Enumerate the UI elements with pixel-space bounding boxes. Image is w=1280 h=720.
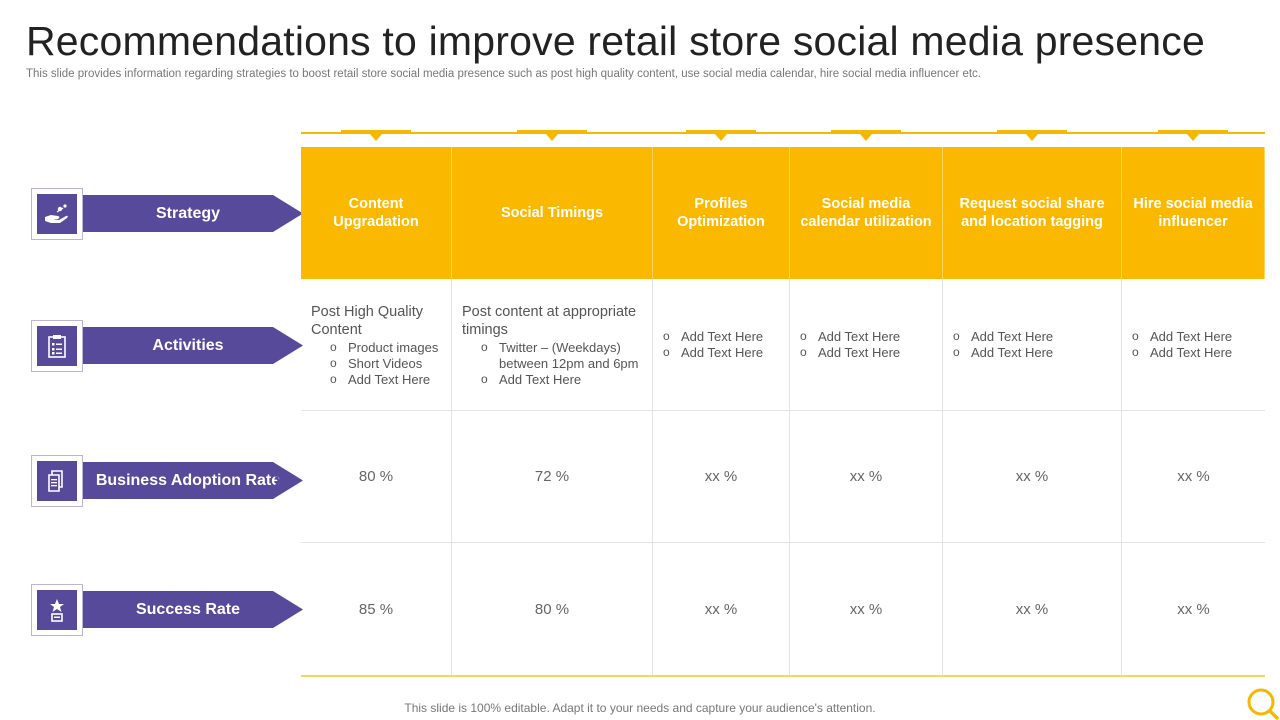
adoption-rate-cell: xx % [653, 411, 790, 543]
list-item: Add Text Here [800, 344, 900, 361]
adoption-rate-cell: xx % [943, 411, 1122, 543]
adoption-rate-cell: 72 % [452, 411, 653, 543]
chevron-right-icon: › [274, 596, 282, 621]
success-rate-cell: 85 % [301, 543, 452, 675]
row-label-text: Strategy [83, 195, 303, 232]
footer-note: This slide is 100% editable. Adapt it to… [404, 701, 876, 715]
trophy-star-icon [37, 590, 77, 630]
row-label-strategy: Strategy › [31, 188, 303, 240]
adoption-rate-cell: xx % [1122, 411, 1265, 543]
top-divider [301, 132, 1265, 134]
column-tab [997, 130, 1067, 141]
document-icon [37, 461, 77, 501]
magnifier-icon [1247, 688, 1279, 720]
row-label-business-adoption-rate: Business Adoption Rate › [31, 455, 303, 507]
activity-list: Add Text Here Add Text Here [953, 328, 1053, 361]
adoption-rate-cell: 80 % [301, 411, 452, 543]
success-rate-cell: xx % [653, 543, 790, 675]
row-label-text: Success Rate [83, 591, 303, 628]
activity-lead: Post High Quality Content [311, 304, 424, 338]
adoption-rate-cell: xx % [790, 411, 943, 543]
column-tab [517, 130, 587, 141]
activity-lead: Post content at appropriate timings [462, 304, 637, 338]
list-item: Add Text Here [953, 344, 1053, 361]
activities-cell: Add Text Here Add Text Here [790, 279, 943, 411]
strategy-cell: Hire social media influencer [1122, 147, 1265, 279]
activities-cell: Post High Quality Content Product images… [301, 279, 452, 411]
list-item: Add Text Here [663, 344, 763, 361]
row-label-activities: Activities › [31, 320, 303, 372]
list-item: Twitter – (Weekdays) between 12pm and 6p… [481, 339, 642, 372]
strategy-cell: Profiles Optimization [653, 147, 790, 279]
activity-list: Twitter – (Weekdays) between 12pm and 6p… [481, 339, 642, 388]
list-item: Add Text Here [663, 328, 763, 345]
success-rate-cell: 80 % [452, 543, 653, 675]
list-item: Add Text Here [330, 371, 441, 388]
activities-cell: Add Text Here Add Text Here [1122, 279, 1265, 411]
column-tab [1158, 130, 1228, 141]
chevron-right-icon: › [274, 200, 282, 225]
chevron-right-icon: › [274, 467, 282, 492]
activities-cell: Post content at appropriate timings Twit… [452, 279, 653, 411]
row-label-text: Business Adoption Rate [83, 462, 303, 499]
list-item: Add Text Here [1132, 344, 1232, 361]
success-rate-cell: xx % [943, 543, 1122, 675]
success-rate-cell: xx % [790, 543, 943, 675]
list-item: Product images [330, 339, 441, 356]
column-tab [831, 130, 901, 141]
activity-list: Add Text Here Add Text Here [663, 328, 763, 361]
page-subtitle: This slide provides information regardin… [26, 68, 982, 80]
strategy-cell: Social Timings [452, 147, 653, 279]
row-label-text: Activities [83, 327, 303, 364]
list-item: Add Text Here [481, 371, 642, 388]
activities-cell: Add Text Here Add Text Here [653, 279, 790, 411]
activity-list: Add Text Here Add Text Here [1132, 328, 1232, 361]
strategy-cell: Social media calendar utilization [790, 147, 943, 279]
page-title: Recommendations to improve retail store … [26, 18, 1205, 64]
list-item: Add Text Here [800, 328, 900, 345]
recommendations-table: Content Upgradation Social Timings Profi… [301, 147, 1265, 675]
clipboard-checklist-icon [37, 326, 77, 366]
column-tab [341, 130, 411, 141]
column-tab [686, 130, 756, 141]
activity-list: Add Text Here Add Text Here [800, 328, 900, 361]
bottom-divider [301, 675, 1265, 677]
list-item: Short Videos [330, 355, 441, 372]
activity-list: Product images Short Videos Add Text Her… [330, 339, 441, 388]
chevron-right-icon: › [274, 332, 282, 357]
row-label-success-rate: Success Rate › [31, 584, 303, 636]
success-rate-cell: xx % [1177, 600, 1210, 618]
strategy-cell: Content Upgradation [301, 147, 452, 279]
hand-money-icon [37, 194, 77, 234]
list-item: Add Text Here [953, 328, 1053, 345]
activities-cell: Add Text Here Add Text Here [943, 279, 1122, 411]
list-item: Add Text Here [1132, 328, 1232, 345]
strategy-cell: Request social share and location taggin… [943, 147, 1122, 279]
